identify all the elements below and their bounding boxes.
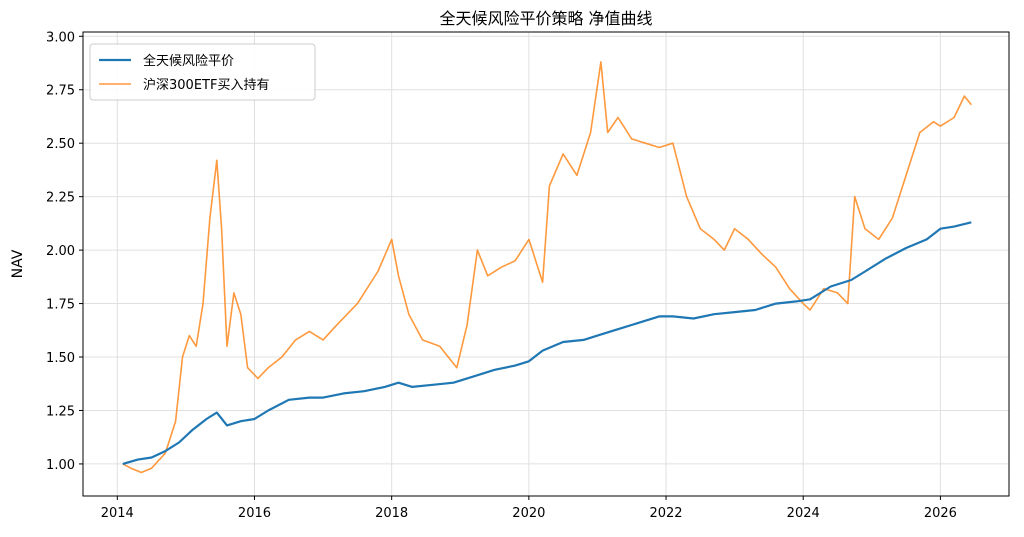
y-axis-label: NAV (10, 249, 26, 278)
x-tick-label: 2024 (787, 506, 820, 521)
x-tick-label: 2022 (649, 506, 682, 521)
x-tick-label: 2026 (924, 506, 957, 521)
y-tick-label: 2.75 (46, 84, 75, 99)
plot-frame (82, 31, 1010, 497)
grid (83, 32, 1009, 496)
legend: 全天候风险平价 沪深300ETF买入持有 (89, 43, 316, 101)
y-axis: 1.00 1.25 1.50 1.75 2.00 2.25 2.50 2.75 3.00 (46, 30, 83, 473)
legend-label-csi300: 沪深300ETF买入持有 (143, 77, 269, 93)
y-tick-label: 3.00 (46, 30, 75, 45)
y-tick-label: 2.25 (46, 191, 75, 206)
legend-box (89, 43, 316, 101)
x-tick-label: 2020 (512, 506, 545, 521)
legend-label-all-weather: 全天候风险平价 (143, 53, 234, 69)
y-tick-label: 1.50 (46, 351, 75, 366)
x-tick-label: 2018 (375, 506, 408, 521)
y-tick-label: 2.00 (46, 244, 75, 259)
chart-title: 全天候风险平价策略 净值曲线 (439, 9, 652, 28)
x-tick-label: 2014 (101, 506, 134, 521)
y-tick-label: 1.00 (46, 458, 75, 473)
y-tick-label: 1.75 (46, 298, 75, 313)
series-layer (122, 61, 972, 474)
y-tick-label: 1.25 (46, 404, 75, 419)
series-line-csi300 (122, 61, 972, 474)
x-axis: 2014 2016 2018 2020 2022 2024 2026 (101, 496, 957, 521)
y-tick-label: 2.50 (46, 137, 75, 152)
series-line-all-weather (122, 221, 972, 465)
x-tick-label: 2016 (238, 506, 271, 521)
